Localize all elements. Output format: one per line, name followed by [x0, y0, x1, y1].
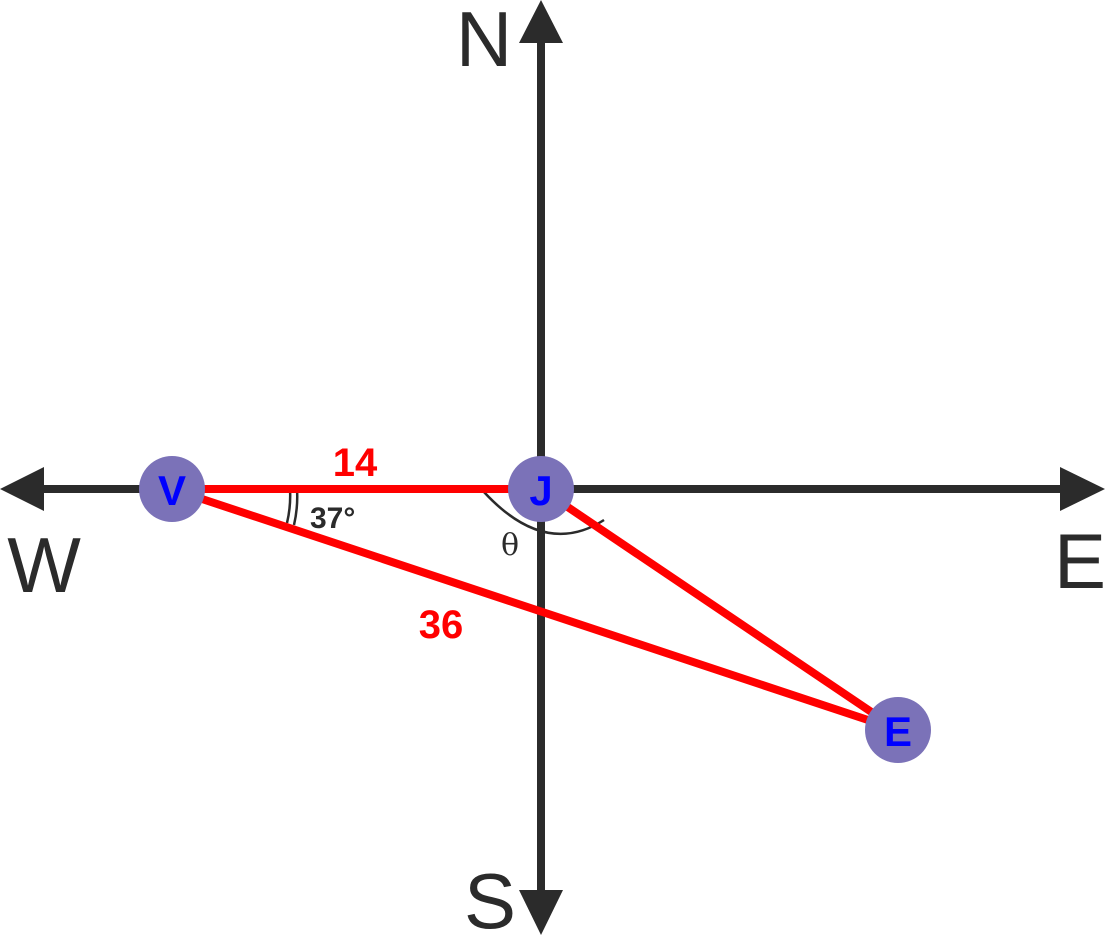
angle-label-theta: θ [501, 528, 519, 563]
east-label: E [1054, 517, 1105, 605]
segment-ve [168, 485, 902, 734]
south-label: S [464, 857, 516, 935]
angle-arc-theta [483, 491, 605, 536]
point-j: J [508, 456, 574, 522]
west-arrowhead [0, 467, 44, 511]
point-v-marker [139, 456, 205, 522]
segment-je [537, 485, 902, 734]
length-label-ve: 36 [419, 603, 464, 647]
north-arrowhead [519, 0, 563, 43]
angle-arc-v [285, 488, 299, 526]
west-label: W [7, 521, 81, 609]
triangle-segments [168, 485, 902, 734]
point-e: E [865, 697, 931, 763]
point-j-marker [508, 456, 574, 522]
south-arrowhead [519, 890, 563, 935]
point-e-marker [865, 697, 931, 763]
point-v-label: V [158, 467, 186, 514]
north-label: N [456, 0, 512, 83]
angle-label-v: 37° [310, 502, 355, 535]
east-arrowhead [1060, 467, 1105, 511]
length-label-vj: 14 [333, 441, 378, 485]
point-v: V [139, 456, 205, 522]
point-e-label: E [884, 708, 912, 755]
point-j-label: J [529, 467, 552, 514]
